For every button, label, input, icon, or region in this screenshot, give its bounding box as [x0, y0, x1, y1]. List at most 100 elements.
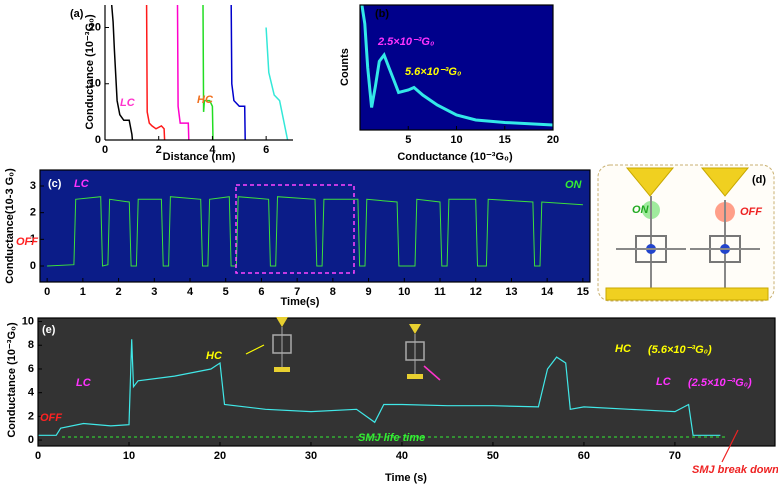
y-axis-label: Conductance (10⁻³G₀): [84, 14, 96, 130]
molecule-on: [616, 167, 686, 290]
annotation: LC: [656, 376, 672, 388]
panel: 0 10 20 30 40 50 60 70 0 2 4 6 8 10 Time (s) Conductanc…: [6, 315, 778, 483]
icon-base: [407, 374, 423, 379]
plot-background: [38, 318, 775, 446]
annotation: LC: [76, 377, 92, 389]
annotation: SMJ life time: [358, 432, 425, 444]
x-tick-label: 12: [470, 286, 482, 298]
x-axis-label: Time (s): [385, 472, 427, 484]
x-tick-label: 70: [669, 450, 681, 462]
icon-tip: [276, 317, 288, 327]
x-tick-label: 40: [396, 450, 408, 462]
y-tick-label: 3: [30, 180, 36, 192]
hc-pointer: [245, 344, 265, 355]
annotation: HC: [615, 343, 632, 355]
y-tick-label: 4: [28, 387, 35, 399]
panel-label: (d): [752, 174, 766, 186]
icon-tip: [409, 324, 421, 334]
panel-d: (d) ON OFF: [597, 164, 775, 302]
x-tick-label: 10: [123, 450, 135, 462]
x-tick-label: 3: [151, 286, 157, 298]
x-axis-label: Conductance (10⁻³G₀): [397, 151, 513, 163]
data-line: [38, 339, 721, 436]
x-tick-label: 4: [209, 144, 216, 156]
panel: 0 1 2 3 4 5 6 7 8 9 10 11 12 13 14 150123Time(s)Conduct…: [4, 168, 591, 308]
y-axis-label: Conductance(10-3 G₀): [4, 168, 16, 284]
annotation: OFF: [16, 236, 38, 248]
x-tick-label: 7: [294, 286, 300, 298]
plot-frame: [37, 317, 776, 447]
gold-tip: [700, 167, 750, 197]
plot-background: [105, 5, 293, 140]
x-tick-label: 20: [214, 450, 226, 462]
y-tick-label: 0: [95, 134, 101, 146]
annotation: (2.5×10⁻³G₀): [688, 377, 752, 389]
panel-d-frame: [597, 164, 775, 302]
x-axis-label: Distance (nm): [163, 151, 236, 163]
y-tick-label: 0: [28, 434, 34, 446]
x-tick-label: 15: [499, 134, 511, 146]
y-axis-label: Counts: [339, 48, 351, 86]
x-axis-label: Time(s): [281, 296, 320, 308]
annotation: HC: [206, 350, 223, 362]
x-tick-label: 1: [80, 286, 86, 298]
plot-background: [40, 170, 590, 282]
x-tick-label: 6: [258, 286, 264, 298]
x-tick-label: 2: [156, 144, 162, 156]
x-tick-label: 6: [263, 144, 269, 156]
y-tick-label: 20: [89, 21, 101, 33]
y-tick-label: 1: [30, 233, 36, 245]
x-tick-label: 2: [116, 286, 122, 298]
panel: 5 10 15 20 Conductance (10⁻³G₀) Counts (b) 2.5×…: [339, 4, 559, 163]
on-label: ON: [632, 204, 650, 216]
x-tick-label: 0: [35, 450, 41, 462]
data-line: [176, 5, 190, 140]
y-tick-label: 0: [30, 260, 36, 272]
annotation: OFF: [40, 412, 62, 424]
x-tick-label: 20: [547, 134, 559, 146]
panel-label: (a): [70, 8, 84, 20]
x-tick-label: 13: [505, 286, 517, 298]
plot-background: [360, 5, 553, 130]
data-line: [145, 5, 166, 140]
annotation: LC: [120, 97, 136, 109]
y-tick-label: 2: [30, 207, 36, 219]
annotation: (5.6×10⁻³G₀): [648, 344, 712, 356]
x-tick-label: 10: [450, 134, 462, 146]
x-tick-label: 11: [434, 286, 446, 298]
y-tick-label: 2: [28, 410, 34, 422]
annotation: SMJ break down: [692, 464, 778, 476]
y-tick-label: 10: [22, 315, 34, 327]
x-tick-label: 0: [102, 144, 108, 156]
data-line: [202, 5, 214, 140]
x-tick-label: 5: [405, 134, 411, 146]
annotation: LC: [74, 178, 90, 190]
data-line: [230, 5, 246, 140]
x-tick-label: 60: [578, 450, 590, 462]
panel: 0 2 4 6 0 10 20 Distance (nm) Conductance (10⁻³G…: [70, 5, 293, 163]
x-tick-label: 9: [366, 286, 372, 298]
data-line: [110, 5, 134, 140]
data-line: [47, 196, 583, 267]
highlight-box: [235, 184, 355, 274]
molecule-off: [690, 167, 760, 290]
y-axis-label: Conductance (10⁻³G₀): [6, 322, 18, 438]
y-tick-label: 6: [28, 363, 34, 375]
y-tick-label: 8: [28, 339, 34, 351]
x-tick-label: 4: [187, 286, 194, 298]
x-tick-label: 10: [398, 286, 410, 298]
panel-label: (b): [375, 8, 389, 20]
x-tick-label: 5: [223, 286, 229, 298]
panel-label: (e): [42, 324, 56, 336]
data-line: [265, 27, 289, 140]
x-tick-label: 0: [44, 286, 50, 298]
plot-frame: [39, 169, 591, 283]
x-tick-label: 30: [305, 450, 317, 462]
panel-label: (c): [48, 178, 62, 190]
gold-substrate: [605, 287, 769, 301]
x-tick-label: 14: [541, 286, 554, 298]
y-tick-label: 10: [89, 78, 101, 90]
x-tick-label: 15: [577, 286, 589, 298]
